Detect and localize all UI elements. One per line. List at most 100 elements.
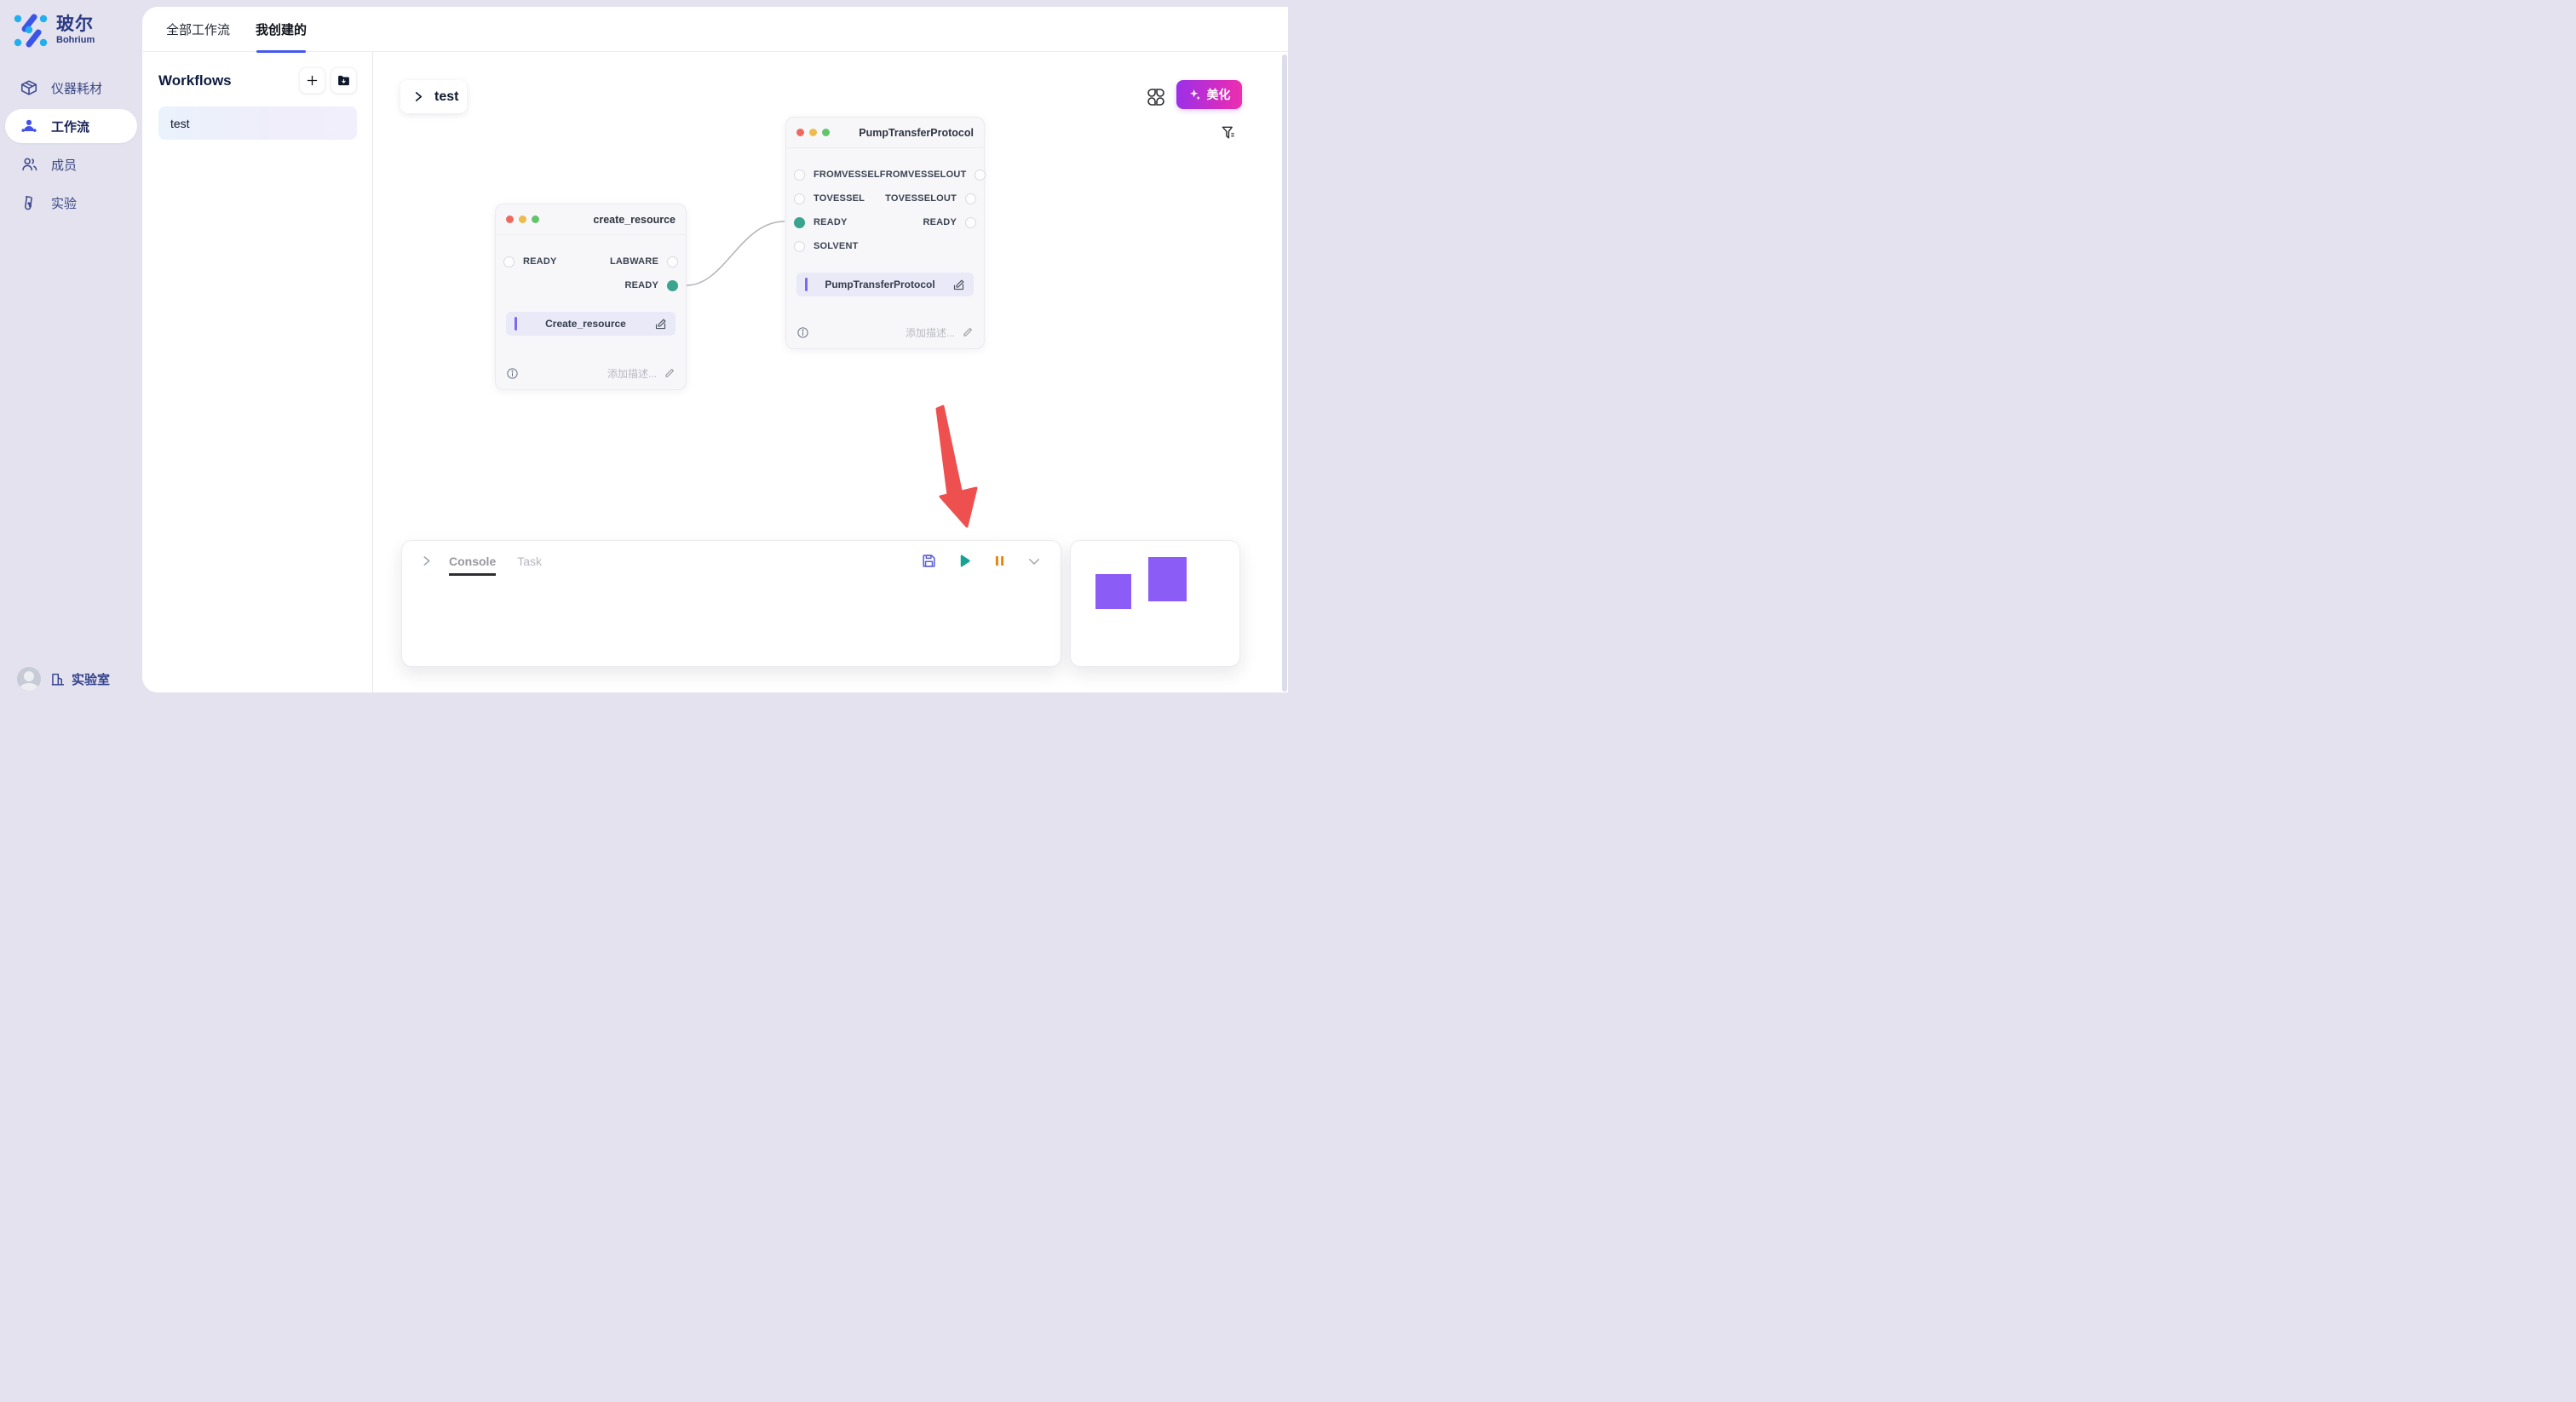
layout-grid-button[interactable] xyxy=(1146,87,1166,107)
edit-icon[interactable] xyxy=(654,318,667,330)
filter-button[interactable] xyxy=(1220,124,1237,141)
node-action-block[interactable]: Create_resource xyxy=(506,312,676,336)
panel-divider xyxy=(372,52,373,692)
tab-my-created[interactable]: 我创建的 xyxy=(256,7,307,52)
port-circle-connected[interactable] xyxy=(794,216,805,228)
port-circle[interactable] xyxy=(794,240,805,252)
edit-icon[interactable] xyxy=(952,279,965,291)
node-create-resource[interactable]: create_resource READY LABWARE R xyxy=(495,204,687,390)
node-pump-transfer-protocol[interactable]: PumpTransferProtocol FROMVESSEL FROMVESS… xyxy=(785,117,986,349)
block-accent-bar xyxy=(805,278,808,291)
minimap-node-rect xyxy=(1148,557,1187,601)
sidebar-item-members[interactable]: 成员 xyxy=(5,147,137,181)
sidebar-footer: 实验室 xyxy=(0,667,142,691)
add-description[interactable]: 添加描述... xyxy=(906,325,974,340)
workflow-icon xyxy=(21,119,37,132)
node-header: PumpTransferProtocol xyxy=(786,118,984,148)
app-root: 玻尔 Bohrium 仪器耗材 工作流 xyxy=(0,0,1288,701)
add-description[interactable]: 添加描述... xyxy=(607,366,676,381)
bohrium-logo-icon xyxy=(14,14,48,48)
avatar[interactable] xyxy=(17,667,41,691)
import-folder-button[interactable] xyxy=(331,67,357,94)
port-circle[interactable] xyxy=(965,192,976,204)
minimap-node-rect xyxy=(1095,574,1131,609)
beautify-button[interactable]: 美化 xyxy=(1176,80,1242,109)
apps-grid-icon xyxy=(1147,89,1164,106)
workflow-list-item-test[interactable]: test xyxy=(158,106,357,140)
testtube-icon xyxy=(25,195,33,210)
console-tab[interactable]: Console xyxy=(449,554,497,576)
port-circle[interactable] xyxy=(503,256,515,267)
workflow-breadcrumb[interactable]: test xyxy=(400,80,467,113)
node-title: create_resource xyxy=(593,213,676,226)
traffic-dots-icon xyxy=(796,129,830,136)
run-button[interactable] xyxy=(957,553,973,569)
chevron-right-icon xyxy=(423,556,430,566)
console-expand-button[interactable] xyxy=(421,555,432,566)
output-port-fromvesselout[interactable]: FROMVESSELOUT xyxy=(880,169,986,181)
sidebar-item-label: 仪器耗材 xyxy=(51,81,103,96)
port-circle[interactable] xyxy=(965,216,976,228)
sidebar-item-experiments[interactable]: 实验 xyxy=(5,186,137,220)
port-circle[interactable] xyxy=(794,169,805,181)
tab-all-workflows[interactable]: 全部工作流 xyxy=(166,22,231,37)
block-accent-bar xyxy=(515,317,517,330)
input-port-fromvessel[interactable]: FROMVESSEL xyxy=(794,169,880,181)
workflows-panel: Workflows test xyxy=(142,52,372,692)
top-tabs: 全部工作流 我创建的 xyxy=(142,7,1288,52)
save-floppy-icon xyxy=(923,554,935,567)
sidebar-item-label: 实验 xyxy=(51,196,78,211)
output-port-ready[interactable]: READY xyxy=(923,216,976,228)
collapse-panel-button[interactable] xyxy=(1026,554,1042,569)
lab-switcher[interactable]: 实验室 xyxy=(49,670,110,688)
info-icon[interactable] xyxy=(506,367,519,380)
logo-title: 玻尔 xyxy=(56,14,94,35)
logo-subtitle: Bohrium xyxy=(56,35,95,46)
beautify-label: 美化 xyxy=(1206,88,1231,101)
info-icon[interactable] xyxy=(796,326,809,339)
workflows-title: Workflows xyxy=(158,72,232,89)
pencil-icon[interactable] xyxy=(664,367,676,379)
logo: 玻尔 Bohrium xyxy=(0,0,142,49)
node-title: PumpTransferProtocol xyxy=(859,126,974,139)
sparkles-icon xyxy=(1189,89,1200,101)
pause-icon xyxy=(995,555,1004,566)
filter-funnel-icon xyxy=(1222,126,1234,139)
console-panel: Console Task xyxy=(401,540,1061,667)
traffic-dots-icon xyxy=(506,215,539,223)
pencil-icon[interactable] xyxy=(962,326,974,338)
port-circle-connected[interactable] xyxy=(667,279,678,291)
box-icon xyxy=(20,80,37,95)
canvas-scrollbar[interactable] xyxy=(1282,55,1287,692)
input-port-ready[interactable]: READY xyxy=(794,216,848,228)
chevron-down-icon xyxy=(1029,558,1039,565)
output-port-tovesselout[interactable]: TOVESSELOUT xyxy=(885,192,976,204)
port-circle[interactable] xyxy=(667,256,678,267)
input-port-ready[interactable]: READY xyxy=(503,256,557,267)
output-port-labware[interactable]: LABWARE xyxy=(610,256,678,267)
port-circle[interactable] xyxy=(975,169,986,181)
sidebar-item-label: 成员 xyxy=(51,158,78,173)
sidebar-item-label: 工作流 xyxy=(51,119,90,135)
pause-button[interactable] xyxy=(992,554,1007,568)
output-port-ready[interactable]: READY xyxy=(624,279,678,291)
task-tab[interactable]: Task xyxy=(517,554,543,568)
chevron-right-icon xyxy=(415,92,423,101)
input-port-solvent[interactable]: SOLVENT xyxy=(794,240,859,252)
node-action-block[interactable]: PumpTransferProtocol xyxy=(796,273,974,296)
sidebar: 玻尔 Bohrium 仪器耗材 工作流 xyxy=(0,0,142,701)
plus-icon xyxy=(307,75,318,86)
sidebar-item-workflow[interactable]: 工作流 xyxy=(5,109,137,143)
members-icon xyxy=(22,158,37,171)
breadcrumb-label: test xyxy=(434,89,459,104)
add-workflow-button[interactable] xyxy=(299,67,325,94)
sidebar-item-instruments[interactable]: 仪器耗材 xyxy=(5,71,137,105)
input-port-tovessel[interactable]: TOVESSEL xyxy=(794,192,865,204)
port-circle[interactable] xyxy=(794,192,805,204)
red-arrow-annotation xyxy=(935,405,978,528)
building-icon xyxy=(51,673,65,686)
save-button[interactable] xyxy=(921,553,937,569)
content-card: 全部工作流 我创建的 Workflows xyxy=(142,7,1288,692)
minimap[interactable] xyxy=(1070,540,1240,667)
sidebar-nav: 仪器耗材 工作流 成员 xyxy=(0,71,142,220)
